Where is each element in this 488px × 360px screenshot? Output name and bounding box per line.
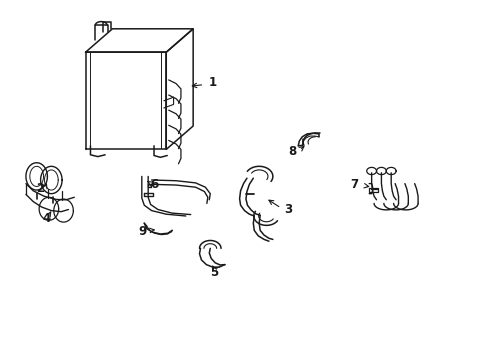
- Text: 9: 9: [139, 225, 146, 238]
- Text: 2: 2: [36, 183, 44, 195]
- Text: 8: 8: [287, 145, 295, 158]
- Text: 6: 6: [150, 178, 158, 191]
- Text: 4: 4: [42, 212, 50, 225]
- Text: 5: 5: [209, 266, 217, 279]
- Text: 1: 1: [208, 76, 216, 89]
- Text: 3: 3: [284, 203, 292, 216]
- Text: 7: 7: [350, 178, 358, 191]
